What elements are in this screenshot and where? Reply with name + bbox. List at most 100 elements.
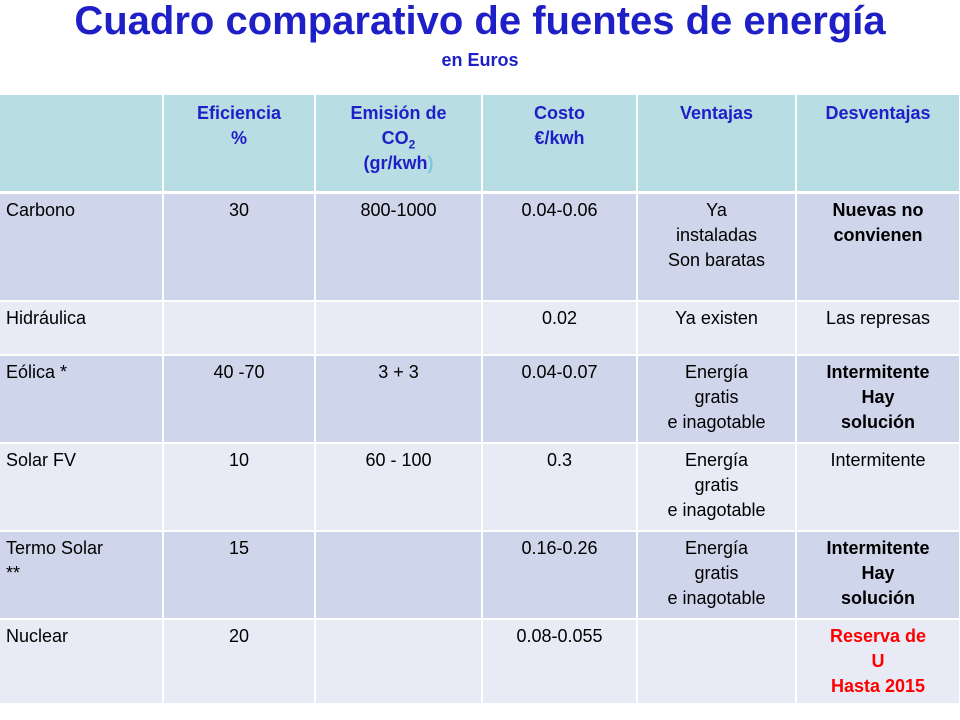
- cell-eficiencia-line: 40 -70: [213, 361, 265, 382]
- cell-costo-line: 0.04-0.06: [521, 200, 598, 220]
- cell-ventajas: Energía gratis e inagotable: [637, 442, 797, 532]
- cell-ventajas-line: Energía: [684, 449, 749, 470]
- header-ventajas: Ventajas: [637, 95, 797, 194]
- cell-ventajas-line: Ya existen: [675, 307, 758, 328]
- cell-ventajas-line: e inagotable: [667, 411, 766, 432]
- cell-ventajas-line: Son baratas: [667, 250, 766, 270]
- cell-desventajas-line: Intermitente: [826, 537, 930, 558]
- cell-ventajas-line: e inagotable: [667, 587, 766, 608]
- cell-fuente: Carbono: [0, 192, 164, 302]
- header-emision-line3: (gr/kwh): [322, 151, 475, 176]
- cell-desventajas: Reserva de U Hasta 2015: [796, 618, 960, 705]
- table-row: Eólica * 40 -70 3 + 3 0.04-0.07 Energía grati…: [0, 354, 960, 444]
- cell-fuente: Solar FV: [0, 442, 164, 532]
- cell-ventajas: [637, 618, 797, 705]
- cell-eficiencia-line: 20: [228, 625, 250, 646]
- cell-emision-line: 3 + 3: [378, 361, 419, 382]
- cell-costo-line: 0.16-0.26: [521, 537, 598, 558]
- cell-costo-line: 0.04-0.07: [521, 361, 598, 382]
- cell-costo: 0.04-0.07: [482, 354, 638, 444]
- cell-costo-line: 0.08-0.055: [516, 625, 603, 646]
- cell-eficiencia-line: 10: [228, 449, 250, 470]
- cell-fuente-line: Solar FV: [6, 449, 77, 470]
- cell-desventajas: Las represas: [796, 300, 960, 356]
- cell-desventajas-line: Hay: [861, 562, 895, 583]
- cell-desventajas-line: solución: [840, 587, 915, 608]
- cell-emision-line: 60 - 100: [365, 449, 432, 470]
- cell-fuente-line: Nuclear: [6, 625, 69, 646]
- cell-ventajas-line: instaladas: [675, 225, 758, 245]
- cell-eficiencia-line: 15: [228, 537, 250, 558]
- header-emision-line2: CO2: [322, 126, 475, 151]
- page-title: Cuadro comparativo de fuentes de energía: [74, 0, 886, 43]
- cell-fuente: Termo Solar **: [0, 530, 164, 620]
- cell-costo: 0.3: [482, 442, 638, 532]
- cell-costo-line: 0.3: [546, 449, 573, 470]
- header-emision: Emisión de CO2 (gr/kwh): [315, 95, 483, 194]
- cell-fuente-line: **: [6, 562, 21, 583]
- cell-emision-line: 800-1000: [360, 200, 437, 220]
- cell-ventajas: Ya existen: [637, 300, 797, 356]
- header-emision-line1: Emisión de: [350, 103, 447, 123]
- header-emision-co-sub: 2: [408, 137, 416, 152]
- table-row: Hidráulica 0.02 Ya existen Las represas: [0, 300, 960, 356]
- cell-eficiencia: [163, 300, 316, 356]
- cell-eficiencia: 40 -70: [163, 354, 316, 444]
- cell-desventajas: Intermitente Hay solución: [796, 530, 960, 620]
- cell-fuente-line: Termo Solar: [6, 537, 104, 558]
- header-eficiencia: Eficiencia %: [163, 95, 316, 194]
- cell-emision: [315, 530, 483, 620]
- cell-desventajas-line: Nuevas no: [832, 200, 924, 220]
- cell-costo-line: 0.02: [541, 307, 578, 328]
- cell-fuente-line: Hidráulica: [6, 307, 87, 328]
- cell-desventajas-line: Intermitente: [826, 361, 930, 382]
- cell-eficiencia-line: 30: [228, 200, 250, 220]
- cell-eficiencia: 20: [163, 618, 316, 705]
- cell-emision: [315, 300, 483, 356]
- table-row: Nuclear 20 0.08-0.055 Reserva de U Hasta 2015: [0, 618, 960, 705]
- cell-ventajas: Energía gratis e inagotable: [637, 530, 797, 620]
- cell-fuente: Nuclear: [0, 618, 164, 705]
- cell-desventajas: Intermitente Hay solución: [796, 354, 960, 444]
- cell-emision: 60 - 100: [315, 442, 483, 532]
- cell-desventajas: Intermitente: [796, 442, 960, 532]
- cell-costo: 0.08-0.055: [482, 618, 638, 705]
- cell-ventajas-line: gratis: [694, 474, 739, 495]
- cell-costo: 0.04-0.06: [482, 192, 638, 302]
- table-row: Termo Solar ** 15 0.16-0.26 Energía gratis e i…: [0, 530, 960, 620]
- cell-desventajas-line: Reserva de: [829, 625, 927, 646]
- cell-fuente-line: Eólica *: [6, 361, 68, 382]
- cell-desventajas-line: solución: [840, 411, 915, 432]
- cell-ventajas-line: Ya: [706, 200, 727, 220]
- cell-emision: 800-1000: [315, 192, 483, 302]
- cell-ventajas-line: Energía: [684, 361, 749, 382]
- cell-desventajas: Nuevas no convienen: [796, 192, 960, 302]
- cell-eficiencia: 10: [163, 442, 316, 532]
- cell-fuente: Eólica *: [0, 354, 164, 444]
- cell-ventajas-line: e inagotable: [667, 499, 766, 520]
- cell-ventajas-line: gratis: [694, 386, 739, 407]
- cell-ventajas-line: Energía: [684, 537, 749, 558]
- cell-ventajas-line: gratis: [694, 562, 739, 583]
- table-body: Carbono 30 800-1000 0.04-0.06 Ya instaladas So…: [0, 192, 960, 705]
- cell-desventajas-line: Hay: [861, 386, 895, 407]
- header-empty: [0, 95, 164, 194]
- cell-ventajas: Ya instaladas Son baratas: [637, 192, 797, 302]
- cell-emision: 3 + 3: [315, 354, 483, 444]
- cell-costo: 0.02: [482, 300, 638, 356]
- header-row: Eficiencia % Emisión de CO2 (gr/kwh) Cos…: [0, 95, 960, 194]
- header-eficiencia-line2: %: [230, 128, 247, 148]
- header-emision-co: CO: [381, 128, 409, 148]
- cell-emision: [315, 618, 483, 705]
- cell-ventajas: Energía gratis e inagotable: [637, 354, 797, 444]
- header-emision-paren: ): [427, 153, 434, 173]
- header-costo: Costo €/kwh: [482, 95, 638, 194]
- header-emision-unit: (gr/kwh: [363, 153, 428, 173]
- cell-costo: 0.16-0.26: [482, 530, 638, 620]
- header-desventajas: Desventajas: [796, 95, 960, 194]
- cell-desventajas-line: U: [871, 650, 885, 671]
- cell-desventajas-line: convienen: [833, 225, 923, 245]
- cell-desventajas-line: Intermitente: [830, 449, 926, 470]
- cell-eficiencia: 30: [163, 192, 316, 302]
- header-costo-line1: Costo: [534, 103, 585, 123]
